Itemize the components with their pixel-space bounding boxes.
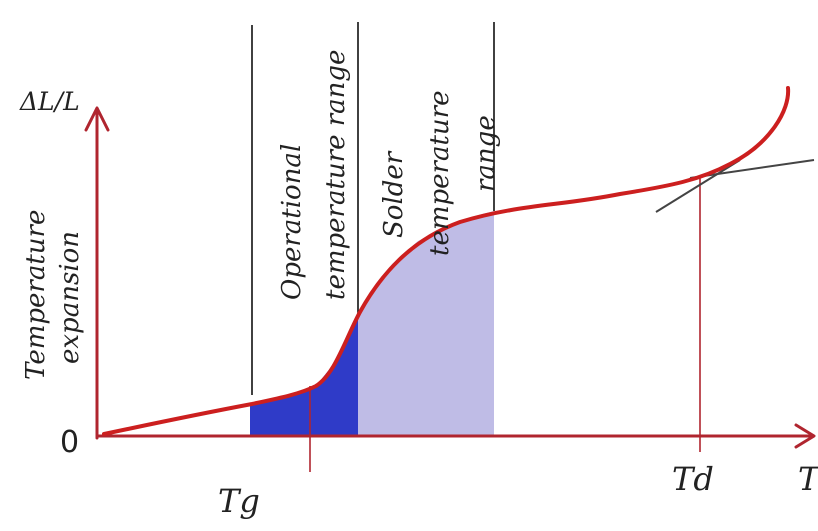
y-title-line1: Temperature bbox=[21, 210, 51, 380]
td-label: Td bbox=[672, 460, 714, 498]
solder-label-line3: range bbox=[471, 115, 501, 192]
origin-label: 0 bbox=[60, 425, 79, 460]
operational-label-line1: Operational bbox=[277, 144, 307, 300]
y-axis-arrowhead bbox=[84, 106, 110, 132]
y-title-line2: expansion bbox=[55, 231, 85, 364]
operational-label-line2: temperature range bbox=[321, 50, 351, 300]
expansion-curve bbox=[102, 86, 791, 436]
operational-range-label: Operational temperature range bbox=[277, 50, 351, 300]
operational-range-fill bbox=[250, 318, 358, 436]
solder-label-line1: Solder bbox=[379, 150, 409, 238]
solder-label-line2: temperature bbox=[425, 91, 455, 256]
x-axis-arrowhead bbox=[794, 423, 816, 449]
y-axis-label: ΔL/L bbox=[19, 87, 80, 116]
solder-range-label: Solder temperature range bbox=[379, 91, 501, 256]
tangent-line bbox=[655, 159, 741, 213]
y-title: Temperature expansion bbox=[21, 210, 85, 380]
x-axis-label: T bbox=[798, 460, 818, 498]
tg-label: Tg bbox=[218, 482, 260, 520]
